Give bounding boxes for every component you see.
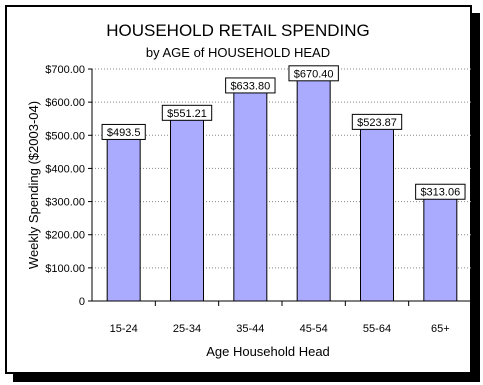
y-axis-ticks: 0 $100.00 $200.00 $300.00 $400.00 $500.00 $600… — [45, 64, 92, 308]
y-tick-label: $300.00 — [45, 197, 85, 209]
bar — [170, 117, 204, 302]
bar — [360, 126, 394, 302]
x-tick-label: 35-44 — [236, 323, 264, 335]
x-tick-label: 55-64 — [363, 323, 391, 335]
y-tick-label: $400.00 — [45, 163, 85, 175]
y-tick-label: $500.00 — [45, 130, 85, 142]
data-label-text: $493.5 — [107, 127, 141, 139]
x-axis-ticks: 15-24 25-34 35-44 45-54 55-64 65+ — [110, 301, 473, 335]
y-tick-label: $200.00 — [45, 230, 85, 242]
y-tick-label: 0 — [79, 296, 85, 308]
data-label: $493.5 — [101, 123, 146, 140]
data-label-text: $313.06 — [420, 187, 460, 199]
y-tick-label: $100.00 — [45, 263, 85, 275]
bars — [106, 78, 458, 302]
x-tick-label: 45-54 — [300, 323, 328, 335]
bar — [296, 78, 331, 302]
y-axis-label: Weekly Spending ($2003-04) — [26, 101, 41, 269]
x-axis-label: Age Household Head — [206, 344, 330, 359]
data-label-box — [101, 123, 146, 140]
data-label-box — [351, 113, 403, 130]
x-tick-label: 15-24 — [110, 323, 138, 335]
chart-subtitle: by AGE of HOUSEHOLD HEAD — [146, 45, 330, 60]
data-label: $551.21 — [161, 104, 213, 121]
bar — [106, 136, 141, 302]
data-label-text: $633.80 — [230, 80, 270, 92]
data-label-box — [225, 77, 276, 94]
chart-title: HOUSEHOLD RETAIL SPENDING — [106, 21, 370, 40]
data-label-text: $670.40 — [294, 68, 334, 80]
data-labels: $493.5 $551.21 $633.80 $670.40 $523.87 $313.0… — [101, 65, 466, 200]
data-label-text: $551.21 — [167, 108, 207, 120]
data-label: $633.80 — [225, 77, 276, 94]
gridlines — [92, 68, 472, 269]
x-tick-label: 25-34 — [173, 323, 201, 335]
bar — [233, 90, 268, 302]
y-tick-label: $600.00 — [45, 97, 85, 109]
data-label-box — [415, 183, 466, 200]
data-label: $523.87 — [351, 113, 403, 130]
bar — [423, 196, 458, 302]
data-label-text: $523.87 — [357, 117, 397, 129]
data-label: $313.06 — [415, 183, 466, 200]
data-label-box — [288, 65, 339, 82]
x-tick-label: 65+ — [431, 323, 450, 335]
data-label-box — [161, 104, 213, 121]
y-tick-label: $700.00 — [45, 64, 85, 76]
data-label: $670.40 — [288, 65, 339, 82]
